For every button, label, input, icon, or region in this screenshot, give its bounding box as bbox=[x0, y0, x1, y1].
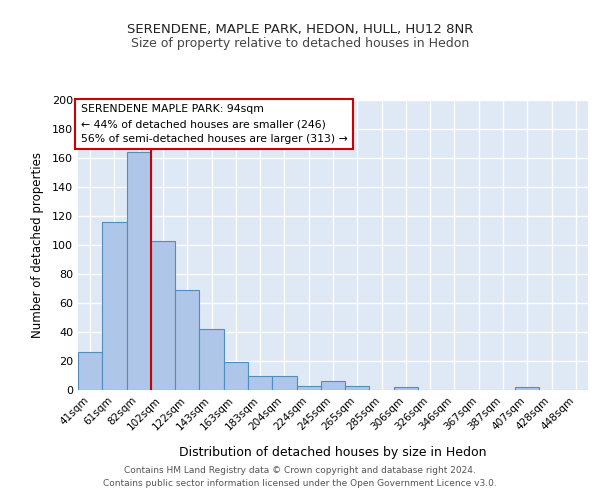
Bar bbox=[78, 352, 102, 390]
Bar bbox=[394, 387, 418, 390]
Bar bbox=[296, 386, 321, 390]
Text: SERENDENE MAPLE PARK: 94sqm
← 44% of detached houses are smaller (246)
56% of se: SERENDENE MAPLE PARK: 94sqm ← 44% of det… bbox=[80, 104, 347, 144]
Bar bbox=[224, 362, 248, 390]
Text: Size of property relative to detached houses in Hedon: Size of property relative to detached ho… bbox=[131, 38, 469, 51]
Bar bbox=[515, 387, 539, 390]
Bar bbox=[151, 240, 175, 390]
X-axis label: Distribution of detached houses by size in Hedon: Distribution of detached houses by size … bbox=[179, 446, 487, 458]
Bar bbox=[175, 290, 199, 390]
Bar bbox=[345, 386, 370, 390]
Bar bbox=[321, 382, 345, 390]
Bar bbox=[127, 152, 151, 390]
Bar bbox=[199, 329, 224, 390]
Bar bbox=[102, 222, 127, 390]
Y-axis label: Number of detached properties: Number of detached properties bbox=[31, 152, 44, 338]
Text: Contains HM Land Registry data © Crown copyright and database right 2024.
Contai: Contains HM Land Registry data © Crown c… bbox=[103, 466, 497, 487]
Bar bbox=[272, 376, 296, 390]
Text: SERENDENE, MAPLE PARK, HEDON, HULL, HU12 8NR: SERENDENE, MAPLE PARK, HEDON, HULL, HU12… bbox=[127, 22, 473, 36]
Bar bbox=[248, 376, 272, 390]
